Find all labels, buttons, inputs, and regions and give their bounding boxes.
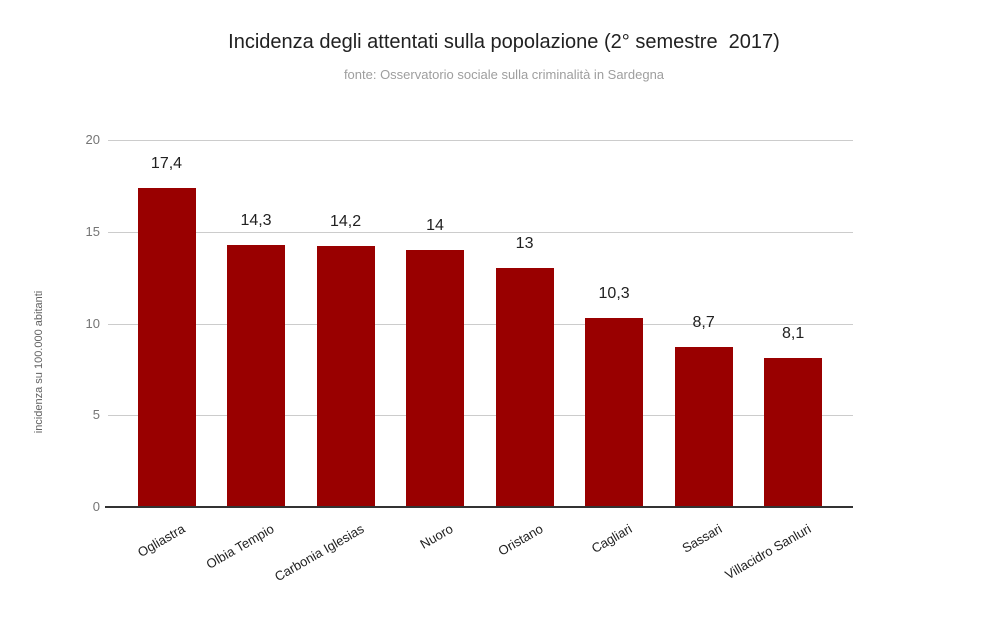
bar-value-label-oristano: 13 <box>515 235 534 253</box>
y-tick-label-20: 20 <box>85 132 100 147</box>
bar-ogliastra <box>137 187 196 507</box>
bar-villacidro-sanluri <box>764 358 823 507</box>
bar-carbonia-iglesias <box>316 246 375 507</box>
bar-nuoro <box>406 250 465 507</box>
bar-value-label-nuoro: 14 <box>426 217 444 235</box>
gridline-5 <box>108 415 853 417</box>
bar-value-label-carbonia-iglesias: 14,2 <box>329 213 362 231</box>
y-tick-label-5: 5 <box>92 407 100 423</box>
x-category-label-villacidro-sanluri: Villacidro Sanluri <box>722 521 814 583</box>
y-tick-label-15: 15 <box>85 223 100 239</box>
chart-subtitle: fonte: Osservatorio sociale sulla crimin… <box>343 67 665 82</box>
bar-value-label-villacidro-sanluri: 8,1 <box>782 325 805 343</box>
gridline-10 <box>108 323 853 325</box>
chart-title: Incidenza degli attentati sulla popolazi… <box>228 31 780 53</box>
gridline-20 <box>108 140 853 141</box>
x-category-label-carbonia-iglesias: Carbonia Iglesias <box>271 521 367 585</box>
x-category-label-oristano: Oristano <box>495 521 546 559</box>
bar-value-label-ogliastra: 17,4 <box>150 154 183 172</box>
bar-value-label-cagliari: 10,3 <box>598 284 630 302</box>
bar-olbia-tempio <box>227 244 286 507</box>
x-category-label-olbia-tempio: Olbia Tempio <box>203 521 277 572</box>
gridline-15 <box>108 231 853 233</box>
bar-value-label-olbia-tempio: 14,3 <box>240 211 272 229</box>
bar-oristano <box>495 268 554 507</box>
bar-cagliari <box>585 317 644 507</box>
x-category-label-sassari: Sassari <box>679 521 725 556</box>
x-category-label-nuoro: Nuoro <box>417 521 456 552</box>
x-category-label-ogliastra: Ogliastra <box>134 521 187 561</box>
bar-value-label-sassari: 8,7 <box>692 314 715 332</box>
x-axis-line <box>105 506 853 508</box>
bar-sassari <box>674 347 733 507</box>
y-tick-label-0: 0 <box>92 499 100 514</box>
x-category-label-cagliari: Cagliari <box>588 521 635 557</box>
y-tick-label-10: 10 <box>85 315 100 331</box>
